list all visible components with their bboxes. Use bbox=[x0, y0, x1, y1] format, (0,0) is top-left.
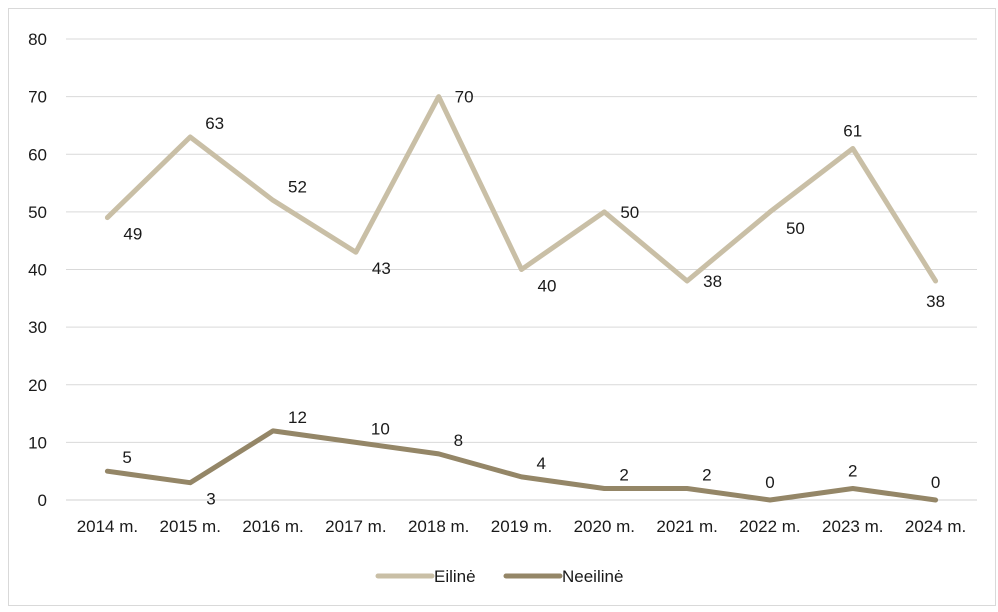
data-label: 40 bbox=[538, 277, 557, 296]
data-label: 4 bbox=[537, 454, 546, 473]
legend-label: Eilinė bbox=[434, 567, 476, 586]
data-label: 3 bbox=[206, 490, 215, 509]
y-tick-label: 0 bbox=[38, 491, 47, 510]
x-tick-label: 2017 m. bbox=[325, 517, 386, 536]
y-tick-label: 60 bbox=[28, 145, 47, 164]
y-tick-label: 80 bbox=[28, 30, 47, 49]
data-label: 0 bbox=[931, 473, 940, 492]
data-label: 61 bbox=[843, 121, 862, 140]
data-label: 50 bbox=[620, 203, 639, 222]
legend-item: Eilinė bbox=[375, 567, 476, 586]
x-axis: 2014 m. 2015 m. 2016 m. 2017 m. 2018 m. 2019 … bbox=[77, 517, 967, 536]
x-tick-label: 2021 m. bbox=[656, 517, 717, 536]
x-tick-label: 2022 m. bbox=[739, 517, 800, 536]
x-tick-label: 2018 m. bbox=[408, 517, 469, 536]
x-tick-label: 2020 m. bbox=[574, 517, 635, 536]
data-label: 43 bbox=[372, 259, 391, 278]
series-line bbox=[104, 94, 939, 284]
data-label: 2 bbox=[702, 465, 711, 484]
legend-label: Neeilinė bbox=[562, 567, 623, 586]
data-label: 10 bbox=[371, 419, 390, 438]
data-label: 5 bbox=[122, 448, 131, 467]
x-tick-label: 2023 m. bbox=[822, 517, 883, 536]
x-tick-label: 2014 m. bbox=[77, 517, 138, 536]
data-label: 50 bbox=[786, 219, 805, 238]
data-label: 38 bbox=[926, 292, 945, 311]
x-tick-label: 2015 m. bbox=[160, 517, 221, 536]
data-labels: 49 63 52 43 70 40 50 38 50 61 38 5 3 12 10 8 4 2 2 0 2 0 bbox=[122, 88, 945, 509]
legend-item: Neeilinė bbox=[503, 567, 623, 586]
data-label: 0 bbox=[765, 473, 774, 492]
series-line bbox=[104, 428, 939, 503]
data-label: 12 bbox=[288, 408, 307, 427]
data-label: 49 bbox=[123, 225, 142, 244]
x-tick-label: 2019 m. bbox=[491, 517, 552, 536]
series-lines bbox=[104, 94, 939, 503]
data-label: 2 bbox=[619, 465, 628, 484]
data-label: 2 bbox=[848, 461, 857, 480]
chart-frame: 0 10 20 30 40 50 60 70 80 2014 m. 2015 m. 2016 m. 2… bbox=[8, 8, 996, 606]
x-tick-label: 2016 m. bbox=[242, 517, 303, 536]
data-label: 38 bbox=[703, 272, 722, 291]
x-tick-label: 2024 m. bbox=[905, 517, 966, 536]
data-label: 52 bbox=[288, 177, 307, 196]
y-tick-label: 10 bbox=[28, 433, 47, 452]
y-tick-label: 20 bbox=[28, 376, 47, 395]
data-label: 63 bbox=[205, 114, 224, 133]
legend: Eilinė Neeilinė bbox=[375, 567, 623, 586]
y-axis: 0 10 20 30 40 50 60 70 80 bbox=[28, 30, 47, 510]
data-label: 70 bbox=[455, 88, 474, 107]
y-tick-label: 30 bbox=[28, 318, 47, 337]
data-label: 8 bbox=[454, 431, 463, 450]
y-tick-label: 40 bbox=[28, 261, 47, 280]
y-tick-label: 50 bbox=[28, 203, 47, 222]
y-tick-label: 70 bbox=[28, 88, 47, 107]
